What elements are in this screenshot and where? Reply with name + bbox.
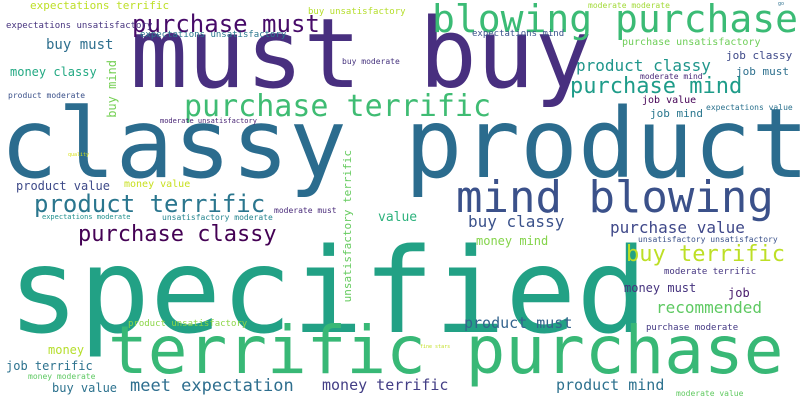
word-purchase-classy: purchase classy — [78, 222, 277, 247]
word-terrific-purchase: terrific purchase — [108, 312, 784, 389]
word-buy-mind: buy mind — [105, 60, 119, 118]
word-must-buy: must buy — [130, 0, 593, 110]
word-job-classy: job classy — [726, 49, 793, 62]
word-purchase-moderate: purchase moderate — [646, 323, 739, 333]
word-expectations-value: expectations value — [706, 103, 793, 112]
word-recommended: recommended — [656, 298, 762, 317]
word-blowing-purchase: blowing purchase — [431, 0, 798, 41]
word-purchase-unsatisfactory: purchase unsatisfactory — [622, 37, 761, 48]
word-product-mind: product mind — [556, 376, 665, 394]
word-money-terrific: money terrific — [322, 376, 449, 394]
word-quality: quality — [68, 152, 90, 158]
word-product-classy: product classy — [576, 56, 711, 75]
word-unsatisfactory-moderate: unsatisfactory moderate — [162, 213, 273, 222]
word-money-classy: money classy — [10, 65, 97, 79]
word-product-unsatisfactory: product unsatisfactory — [128, 319, 248, 329]
word-buy-value: buy value — [52, 381, 118, 395]
word-product-moderate: product moderate — [8, 91, 86, 100]
word-purchase-terrific: purchase terrific — [184, 89, 492, 124]
word-job-terrific: job terrific — [6, 359, 93, 373]
word-moderate-terrific: moderate terrific — [664, 267, 757, 277]
word-classy-product: classy product — [0, 88, 800, 200]
word-expectations-unsatisfactory: expectations unsatisfactory — [140, 30, 287, 40]
word-unsatisfactory-terrific: unsatisfactory terrific — [341, 150, 354, 303]
word-unsatisfactory-unsatisfactory: unsatisfactory unsatisfactory — [638, 235, 778, 244]
word-money-mind: money mind — [476, 234, 549, 248]
word-buy-terrific: buy terrific — [626, 242, 785, 267]
word-expectations-mind: expectations mind — [472, 29, 565, 39]
word-purchase-value: purchase value — [610, 218, 745, 237]
word-purchase-mind: purchase mind — [570, 74, 743, 99]
word-money: money — [48, 343, 85, 357]
word-product-value: product value — [16, 179, 110, 193]
word-job-must: job must — [736, 65, 789, 78]
word-moderate-mind: moderate mind — [640, 72, 703, 81]
word-buy-unsatisfactory: buy unsatisfactory — [308, 7, 406, 17]
word-value: value — [378, 210, 418, 225]
word-expectations-unsatisfactory: expectations unsatisfactory — [6, 21, 153, 31]
word-moderate-unsatisfactory: moderate unsatisfactory — [160, 117, 257, 125]
word-expectations-moderate: expectations moderate — [42, 213, 131, 221]
word-moderate-value: moderate value — [676, 389, 744, 398]
word-go: go — [778, 1, 785, 7]
word-job: job — [728, 286, 750, 300]
word-money-value: money value — [124, 179, 191, 190]
word-money-must: money must — [624, 281, 697, 295]
word-specified: specified — [8, 222, 648, 360]
word-buy-classy: buy classy — [468, 212, 565, 231]
word-job-value: job value — [642, 95, 697, 106]
word-moderate-moderate: moderate moderate — [588, 1, 670, 10]
word-product-terrific: product terrific — [34, 190, 266, 218]
word-expectations-terrific: expectations terrific — [30, 0, 170, 12]
word-job-mind: job mind — [650, 107, 703, 120]
word-buy-moderate: buy moderate — [342, 57, 400, 66]
word-meet-expectation: meet expectation — [130, 376, 294, 396]
word-product-must: product must — [464, 314, 573, 332]
word-money-moderate: money moderate — [28, 372, 96, 381]
word-moderate-must: moderate must — [274, 206, 337, 215]
word-fine-stars: fine stars — [420, 344, 451, 350]
word-mind-blowing: mind blowing — [456, 172, 774, 223]
word-purchase-must: purchase must — [132, 10, 320, 38]
word-buy-must: buy must — [46, 37, 114, 53]
